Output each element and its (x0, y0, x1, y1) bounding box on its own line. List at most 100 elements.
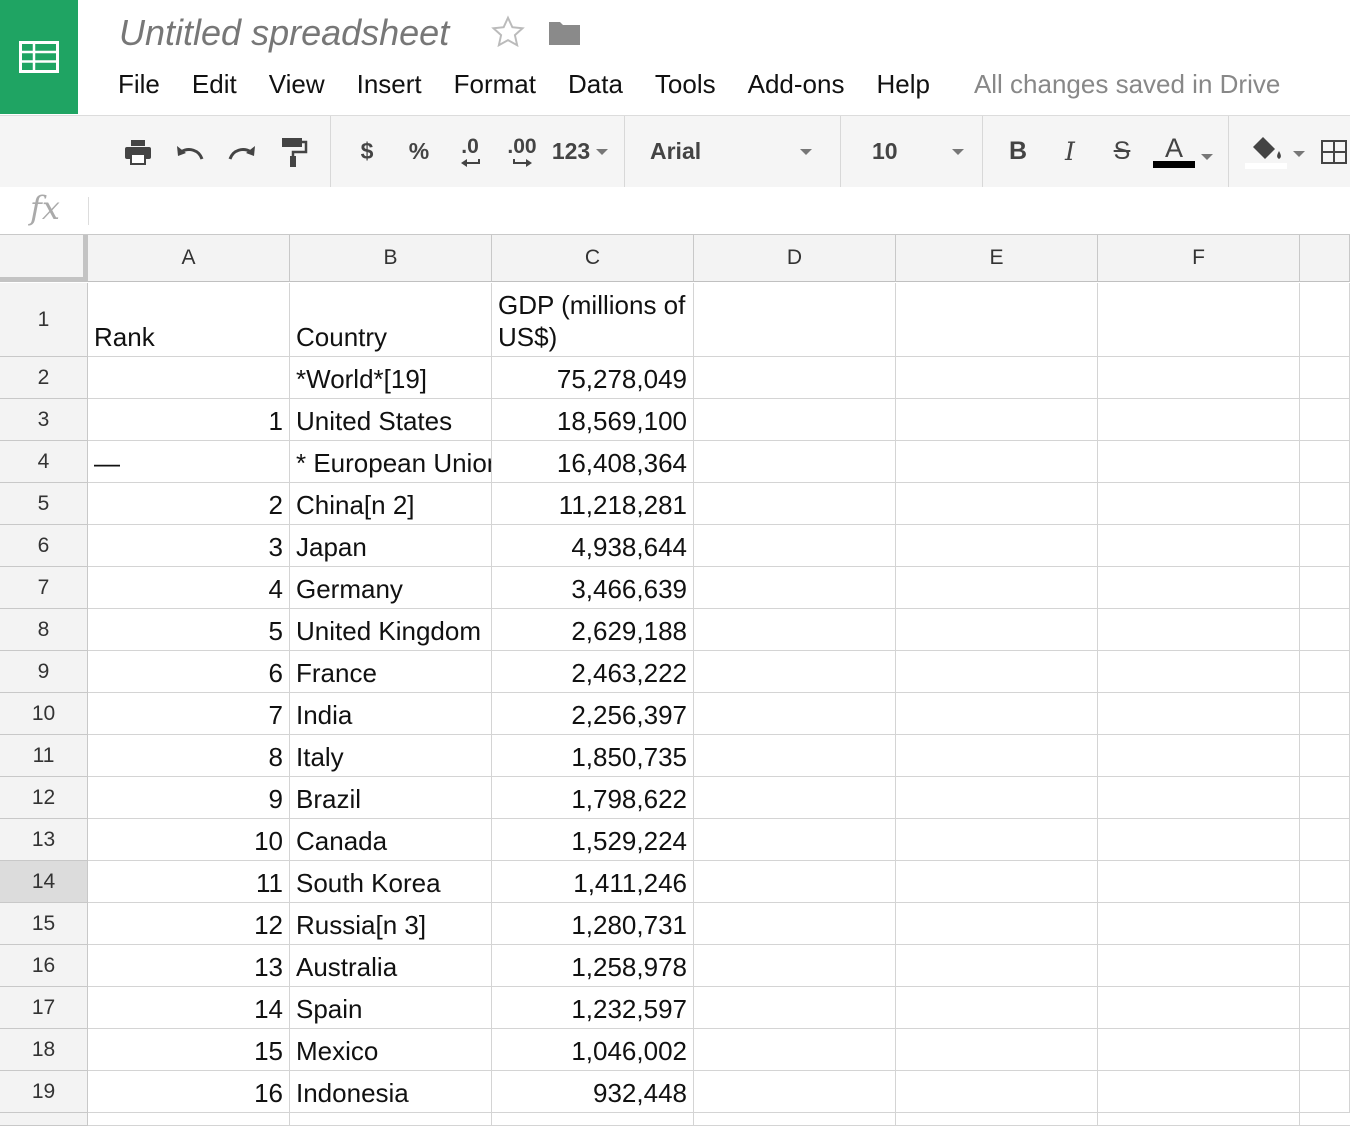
percent-button[interactable]: % (408, 138, 430, 164)
menu-edit[interactable]: Edit (191, 68, 237, 99)
cell-overflow-16[interactable] (1300, 945, 1350, 987)
cell-f18[interactable] (1098, 1029, 1300, 1071)
cell-b14[interactable]: South Korea (290, 861, 492, 903)
cell-d2[interactable] (694, 357, 896, 399)
star-icon[interactable] (490, 14, 526, 50)
menu-data[interactable]: Data (567, 68, 623, 99)
cell-overflow-10[interactable] (1300, 693, 1350, 735)
cell-overflow-2[interactable] (1300, 357, 1350, 399)
column-header-a[interactable]: A (88, 235, 290, 282)
cell-c15[interactable]: 1,280,731 (492, 903, 694, 945)
row-header-6[interactable]: 6 (0, 525, 88, 567)
more-formats-dropdown[interactable]: 123 (550, 116, 610, 187)
cell-f5[interactable] (1098, 483, 1300, 525)
select-all-corner[interactable] (0, 235, 88, 282)
decrease-decimals-button[interactable]: .0 (450, 116, 490, 187)
cell-b1[interactable]: Country (290, 283, 492, 357)
cell-b19[interactable]: Indonesia (290, 1071, 492, 1113)
row-header-18[interactable]: 18 (0, 1029, 88, 1071)
cell-d11[interactable] (694, 735, 896, 777)
cell-f13[interactable] (1098, 819, 1300, 861)
cell-f1[interactable] (1098, 283, 1300, 357)
cell-c14[interactable]: 1,411,246 (492, 861, 694, 903)
italic-button[interactable]: I (1065, 137, 1075, 166)
cell-e8[interactable] (896, 609, 1098, 651)
cell-d12[interactable] (694, 777, 896, 819)
cell-overflow-18[interactable] (1300, 1029, 1350, 1071)
cell-c19[interactable]: 932,448 (492, 1071, 694, 1113)
column-header-d[interactable]: D (694, 235, 896, 282)
cell-b13[interactable]: Canada (290, 819, 492, 861)
cell-overflow-19[interactable] (1300, 1071, 1350, 1113)
cell-d14[interactable] (694, 861, 896, 903)
cell-a18[interactable]: 15 (88, 1029, 290, 1071)
cell-b5[interactable]: China[n 2] (290, 483, 492, 525)
cell-c11[interactable]: 1,850,735 (492, 735, 694, 777)
cell-b12[interactable]: Brazil (290, 777, 492, 819)
cell-e4[interactable] (896, 441, 1098, 483)
cell-f17[interactable] (1098, 987, 1300, 1029)
row-header-2[interactable]: 2 (0, 357, 88, 399)
cell-f9[interactable] (1098, 651, 1300, 693)
cell-partial[interactable] (290, 1113, 492, 1126)
cell-c18[interactable]: 1,046,002 (492, 1029, 694, 1071)
cell-overflow-11[interactable] (1300, 735, 1350, 777)
cell-a7[interactable]: 4 (88, 567, 290, 609)
cell-e19[interactable] (896, 1071, 1098, 1113)
cell-overflow-17[interactable] (1300, 987, 1350, 1029)
cell-partial[interactable] (1098, 1113, 1300, 1126)
cell-a13[interactable]: 10 (88, 819, 290, 861)
cell-c7[interactable]: 3,466,639 (492, 567, 694, 609)
row-header-13[interactable]: 13 (0, 819, 88, 861)
cell-b8[interactable]: United Kingdom (290, 609, 492, 651)
cell-f11[interactable] (1098, 735, 1300, 777)
undo-button[interactable] (170, 116, 210, 187)
cell-f16[interactable] (1098, 945, 1300, 987)
cell-partial[interactable] (492, 1113, 694, 1126)
cell-e16[interactable] (896, 945, 1098, 987)
cell-d13[interactable] (694, 819, 896, 861)
document-title[interactable]: Untitled spreadsheet (119, 12, 450, 53)
cell-c5[interactable]: 11,218,281 (492, 483, 694, 525)
cell-a14[interactable]: 11 (88, 861, 290, 903)
cell-b16[interactable]: Australia (290, 945, 492, 987)
folder-icon[interactable] (548, 18, 581, 46)
column-header-b[interactable]: B (290, 235, 492, 282)
cell-b4[interactable]: * European Union (290, 441, 492, 483)
cell-a15[interactable]: 12 (88, 903, 290, 945)
cell-e17[interactable] (896, 987, 1098, 1029)
cell-a6[interactable]: 3 (88, 525, 290, 567)
cell-e2[interactable] (896, 357, 1098, 399)
cell-d18[interactable] (694, 1029, 896, 1071)
cell-b7[interactable]: Germany (290, 567, 492, 609)
cell-b11[interactable]: Italy (290, 735, 492, 777)
row-header-3[interactable]: 3 (0, 399, 88, 441)
cell-f19[interactable] (1098, 1071, 1300, 1113)
cell-a5[interactable]: 2 (88, 483, 290, 525)
cell-e10[interactable] (896, 693, 1098, 735)
cell-a2[interactable] (88, 357, 290, 399)
cell-f2[interactable] (1098, 357, 1300, 399)
cell-partial[interactable] (896, 1113, 1098, 1126)
font-family-select[interactable]: Arial (650, 116, 820, 187)
cell-e3[interactable] (896, 399, 1098, 441)
cell-a8[interactable]: 5 (88, 609, 290, 651)
row-header-11[interactable]: 11 (0, 735, 88, 777)
cell-overflow-12[interactable] (1300, 777, 1350, 819)
cell-c9[interactable]: 2,463,222 (492, 651, 694, 693)
cell-d17[interactable] (694, 987, 896, 1029)
cell-d5[interactable] (694, 483, 896, 525)
menu-insert[interactable]: Insert (356, 68, 422, 99)
row-header-7[interactable]: 7 (0, 567, 88, 609)
fill-color-button[interactable] (1242, 116, 1308, 187)
cell-b3[interactable]: United States (290, 399, 492, 441)
cell-d8[interactable] (694, 609, 896, 651)
cell-partial[interactable] (88, 1113, 290, 1126)
cell-overflow-9[interactable] (1300, 651, 1350, 693)
paint-format-button[interactable] (274, 116, 314, 187)
cell-b15[interactable]: Russia[n 3] (290, 903, 492, 945)
cell-e1[interactable] (896, 283, 1098, 357)
cell-e7[interactable] (896, 567, 1098, 609)
column-header-overflow[interactable] (1300, 235, 1350, 282)
cell-d19[interactable] (694, 1071, 896, 1113)
